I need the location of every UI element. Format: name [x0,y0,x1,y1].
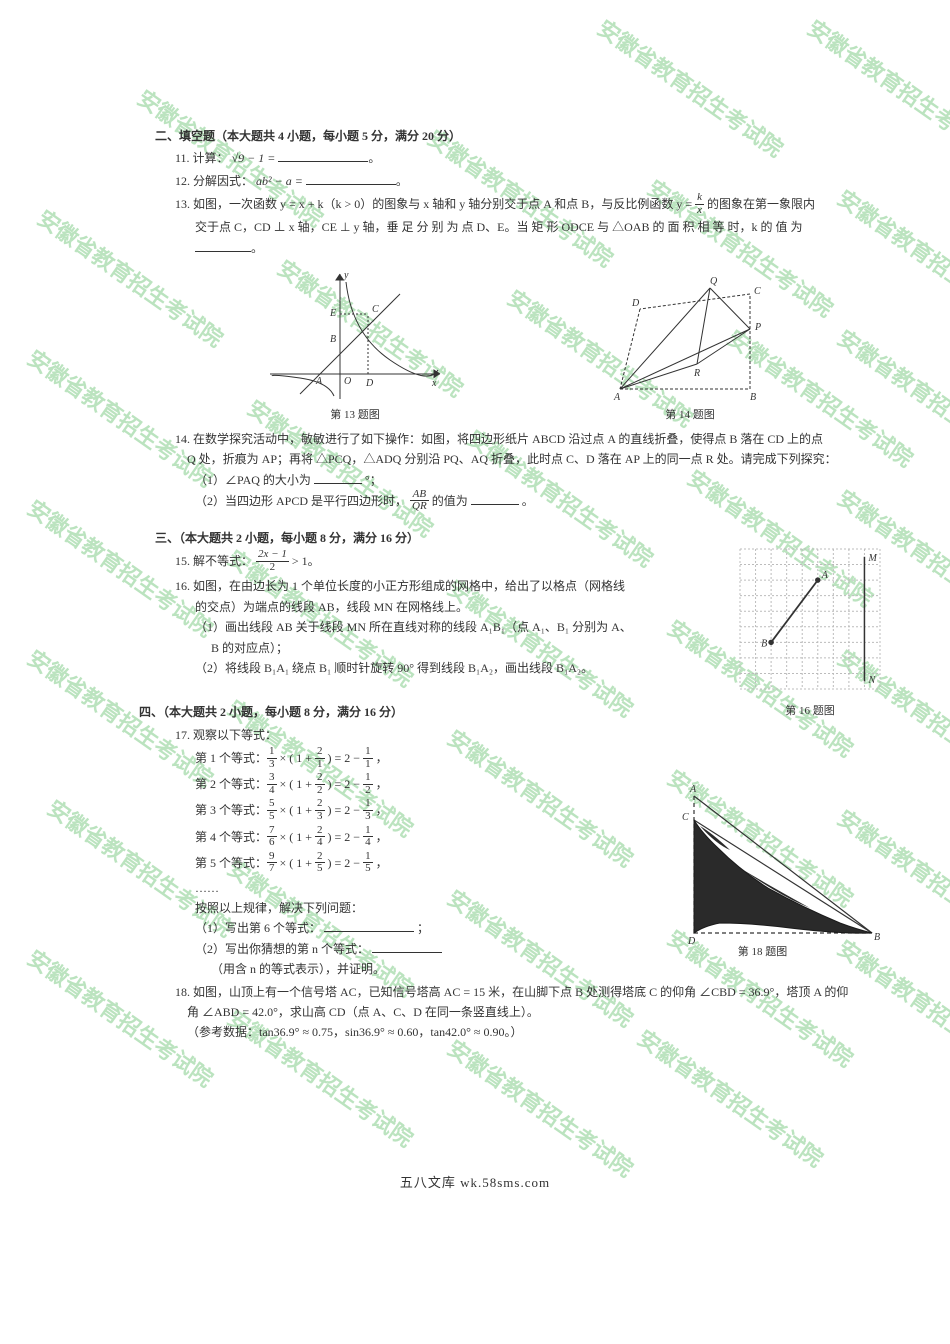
label-E: E [329,308,336,319]
q13-blank-line: 。 [195,238,895,258]
label-A: A [315,376,323,387]
label-x: x [431,378,437,389]
q11-blank [278,152,368,163]
svg-text:A: A [821,570,829,581]
q12-prefix: 12. 分解因式： [175,174,253,188]
q13-blank [195,241,251,252]
ap-line [620,329,750,389]
q17-s2c: （用含 n 的等式表示），并证明。 [211,959,895,979]
question-13: 13. 如图，一次函数 y = x + k（k > 0）的图象与 x 轴和 y … [175,193,895,217]
fig18-svg: A C D B [640,778,885,953]
equation-row: 第 1 个等式：13 × ( 1 + 21 ) = 2 − 11 ， [195,747,895,771]
l-A: A [613,392,621,403]
l-Q: Q [710,276,718,287]
label-B: B [330,334,336,345]
y-arrow [336,274,344,280]
q13-line1a: 13. 如图，一次函数 y = x + k（k > 0）的图象与 x 轴和 y … [175,197,695,211]
frac-n: k [695,192,704,205]
l-P: P [754,322,761,333]
question-17-intro: 17. 观察以下等式： [175,725,895,745]
qr-line [697,288,710,364]
q17-blank2 [372,942,442,953]
question-12: 12. 分解因式： ab² − a = 。 [175,171,895,191]
figure-18: A C D B 第 18 题图 [640,778,885,962]
q16-s1: （1）画出线段 AB 关于线段 MN 所在直线对称的线段 A₁B₁（点 A₁、B… [195,617,665,637]
q14-s2c: 。 [522,494,534,508]
q13-line2: 交于点 C，CD ⊥ x 轴，CE ⊥ y 轴，垂 足 分 别 为 点 D、E。… [195,217,895,237]
q14-sub2: （2）当四边形 APCD 是平行四边形时， AB QR 的值为 。 [195,490,895,514]
question-11: 11. 计算： √9 − 1 = 。 [175,148,895,168]
l18-D: D [687,936,696,947]
l-R: R [693,368,700,379]
q14-blank2 [471,494,519,505]
section-2-title: 二、填空题（本大题共 4 小题，每小题 5 分，满分 20 分） [155,126,895,146]
q14-frac: AB QR [410,489,429,513]
figure-14: A B C D P Q R 第 14 题图 [590,264,790,425]
label-C: C [372,304,379,315]
label-y: y [343,270,349,281]
s1a: （1）写出第 6 个等式： [195,921,321,935]
question-18-l2: 角 ∠ABD = 42.0°，求山高 CD（点 A、C、D 在同一条竖直线上）。 [187,1002,895,1022]
frac-d: 2 [256,562,289,574]
svg-text:B: B [761,638,767,649]
question-14: 14. 在数学探究活动中，敏敏进行了如下操作：如图，将四边形纸片 ABCD 沿过… [175,429,895,449]
fig13-caption: 第 13 题图 [260,406,450,425]
watermark-text: 安徽省教育招生考试院 [439,1030,641,1187]
q15a: 15. 解不等式： [175,554,253,568]
fig14-svg: A B C D P Q R [590,264,790,404]
q14-line2: Q 处，折痕为 AP；再将 △PCQ，△ADQ 分别沿 PQ、AQ 折叠，此时点… [187,449,895,469]
figure-row-13-14: x y O A B C D E 第 13 题图 [155,264,895,425]
l-D: D [631,298,640,309]
fig13-svg: x y O A B C D E [260,264,450,404]
q11-expr: √9 − 1 = [232,151,276,165]
q13-line1b: 的图象在第一象限内 [707,197,815,211]
question-16-l1: 16. 如图，在由边长为 1 个单位长度的小正方形组成的网格中，给出了以格点（网… [175,576,655,596]
s2a: （2）写出你猜想的第 n 个等式： [195,942,369,956]
s1b: ； [417,921,429,935]
q14-s1b: °； [365,473,382,487]
fig16-caption: 第 16 题图 [735,702,885,721]
label-D: D [365,378,374,389]
q14-sub1: （1）∠PAQ 的大小为 °； [195,470,895,490]
q14-s1a: （1）∠PAQ 的大小为 [195,473,311,487]
question-16-l2: 的交点）为端点的线段 AB，线段 MN 在网格线上。 [195,597,665,617]
q11-prefix: 11. 计算： [175,151,229,165]
da-dash [620,309,640,389]
l18-C: C [682,812,689,823]
frac-d: QR [410,501,429,513]
frac-d: x [695,205,704,217]
label-O: O [344,376,351,387]
q17-blank1 [324,922,414,933]
q14-s2b: 的值为 [432,494,468,508]
svg-text:N: N [867,675,876,686]
l-C: C [754,286,761,297]
qp-line [710,288,750,329]
page-footer: 五八文库 wk.58sms.com [0,1172,950,1194]
q15-frac: 2x − 1 2 [256,549,289,573]
l18-B: B [874,932,880,943]
q12-blank [306,174,396,185]
svg-text:M: M [867,553,877,564]
pr-line [697,329,750,364]
figure-13: x y O A B C D E 第 13 题图 [260,264,450,425]
watermark-text: 安徽省教育招生考试院 [629,1020,831,1177]
q14-s2a: （2）当四边形 APCD 是平行四边形时， [195,494,407,508]
hyperbola-q3 [272,375,334,396]
q12-expr: ab² − a = [256,174,303,188]
page-content: 二、填空题（本大题共 4 小题，每小题 5 分，满分 20 分） 11. 计算：… [155,120,895,1043]
question-18-l1: 18. 如图，山顶上有一个信号塔 AC，已知信号塔高 AC = 15 米，在山脚… [175,982,895,1002]
figure-16: M N A B 第 16 题图 [735,544,885,721]
q14-blank1 [314,473,362,484]
hyperbola-q1 [346,282,438,376]
fig16-svg: M N A B [735,544,885,694]
fig14-caption: 第 14 题图 [590,406,790,425]
l18-A: A [689,784,697,795]
q13-frac: k x [695,192,704,216]
question-18-l3: （参考数据：tan36.9° ≈ 0.75，sin36.9° ≈ 0.60，ta… [187,1022,895,1042]
q15b: > 1。 [292,554,320,568]
l-B: B [750,392,756,403]
q16-s2: （2）将线段 B₁A₁ 绕点 B₁ 顺时针旋转 90° 得到线段 B₁A₂，画出… [195,658,665,678]
